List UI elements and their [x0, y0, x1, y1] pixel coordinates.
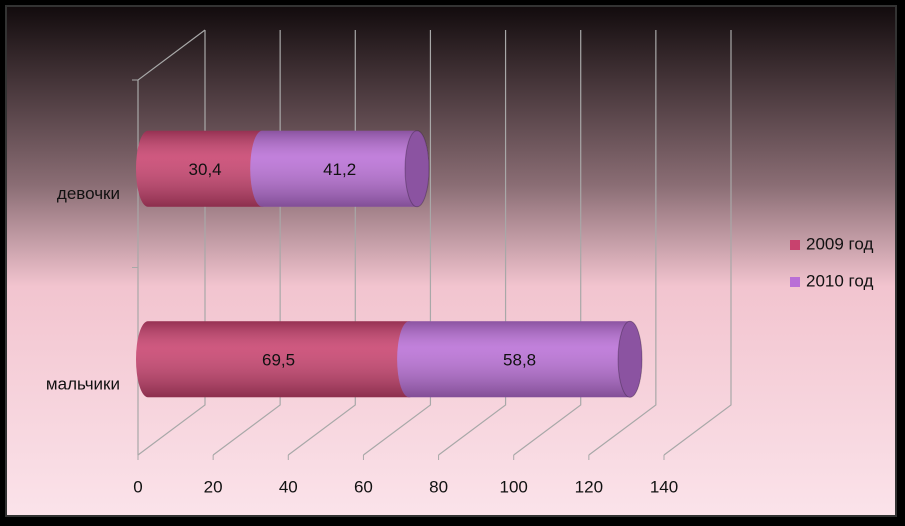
value-label: 41,2	[323, 160, 356, 179]
x-tick-label: 120	[575, 477, 603, 496]
value-label: 58,8	[503, 351, 536, 370]
legend-label: 2009 год	[806, 234, 873, 253]
bar-shade	[250, 130, 430, 207]
grid-line	[363, 30, 432, 456]
value-label: 30,4	[189, 160, 222, 179]
grid-line	[513, 30, 582, 456]
grid-line	[663, 30, 732, 456]
y-tick-label: девочки	[57, 184, 120, 203]
bar-shade	[136, 130, 275, 207]
x-tick-label: 80	[429, 477, 448, 496]
grid-line	[588, 30, 657, 456]
legend-swatch	[790, 277, 800, 287]
x-tick-label: 60	[354, 477, 373, 496]
bar-shade	[136, 321, 422, 398]
bar-shade	[397, 321, 643, 398]
y-tick-label: мальчики	[46, 375, 120, 394]
x-tick-label: 0	[133, 477, 142, 496]
value-label: 69,5	[262, 351, 295, 370]
x-tick-label: 100	[500, 477, 528, 496]
legend-swatch	[790, 240, 800, 250]
x-tick-label: 20	[204, 477, 223, 496]
x-tick-label: 40	[279, 477, 298, 496]
bar-cap	[617, 320, 643, 398]
bar-cap	[404, 130, 430, 208]
x-tick-label: 140	[650, 477, 678, 496]
chart-background	[5, 5, 897, 517]
grid-line	[438, 30, 507, 456]
legend-label: 2010 год	[806, 271, 873, 290]
